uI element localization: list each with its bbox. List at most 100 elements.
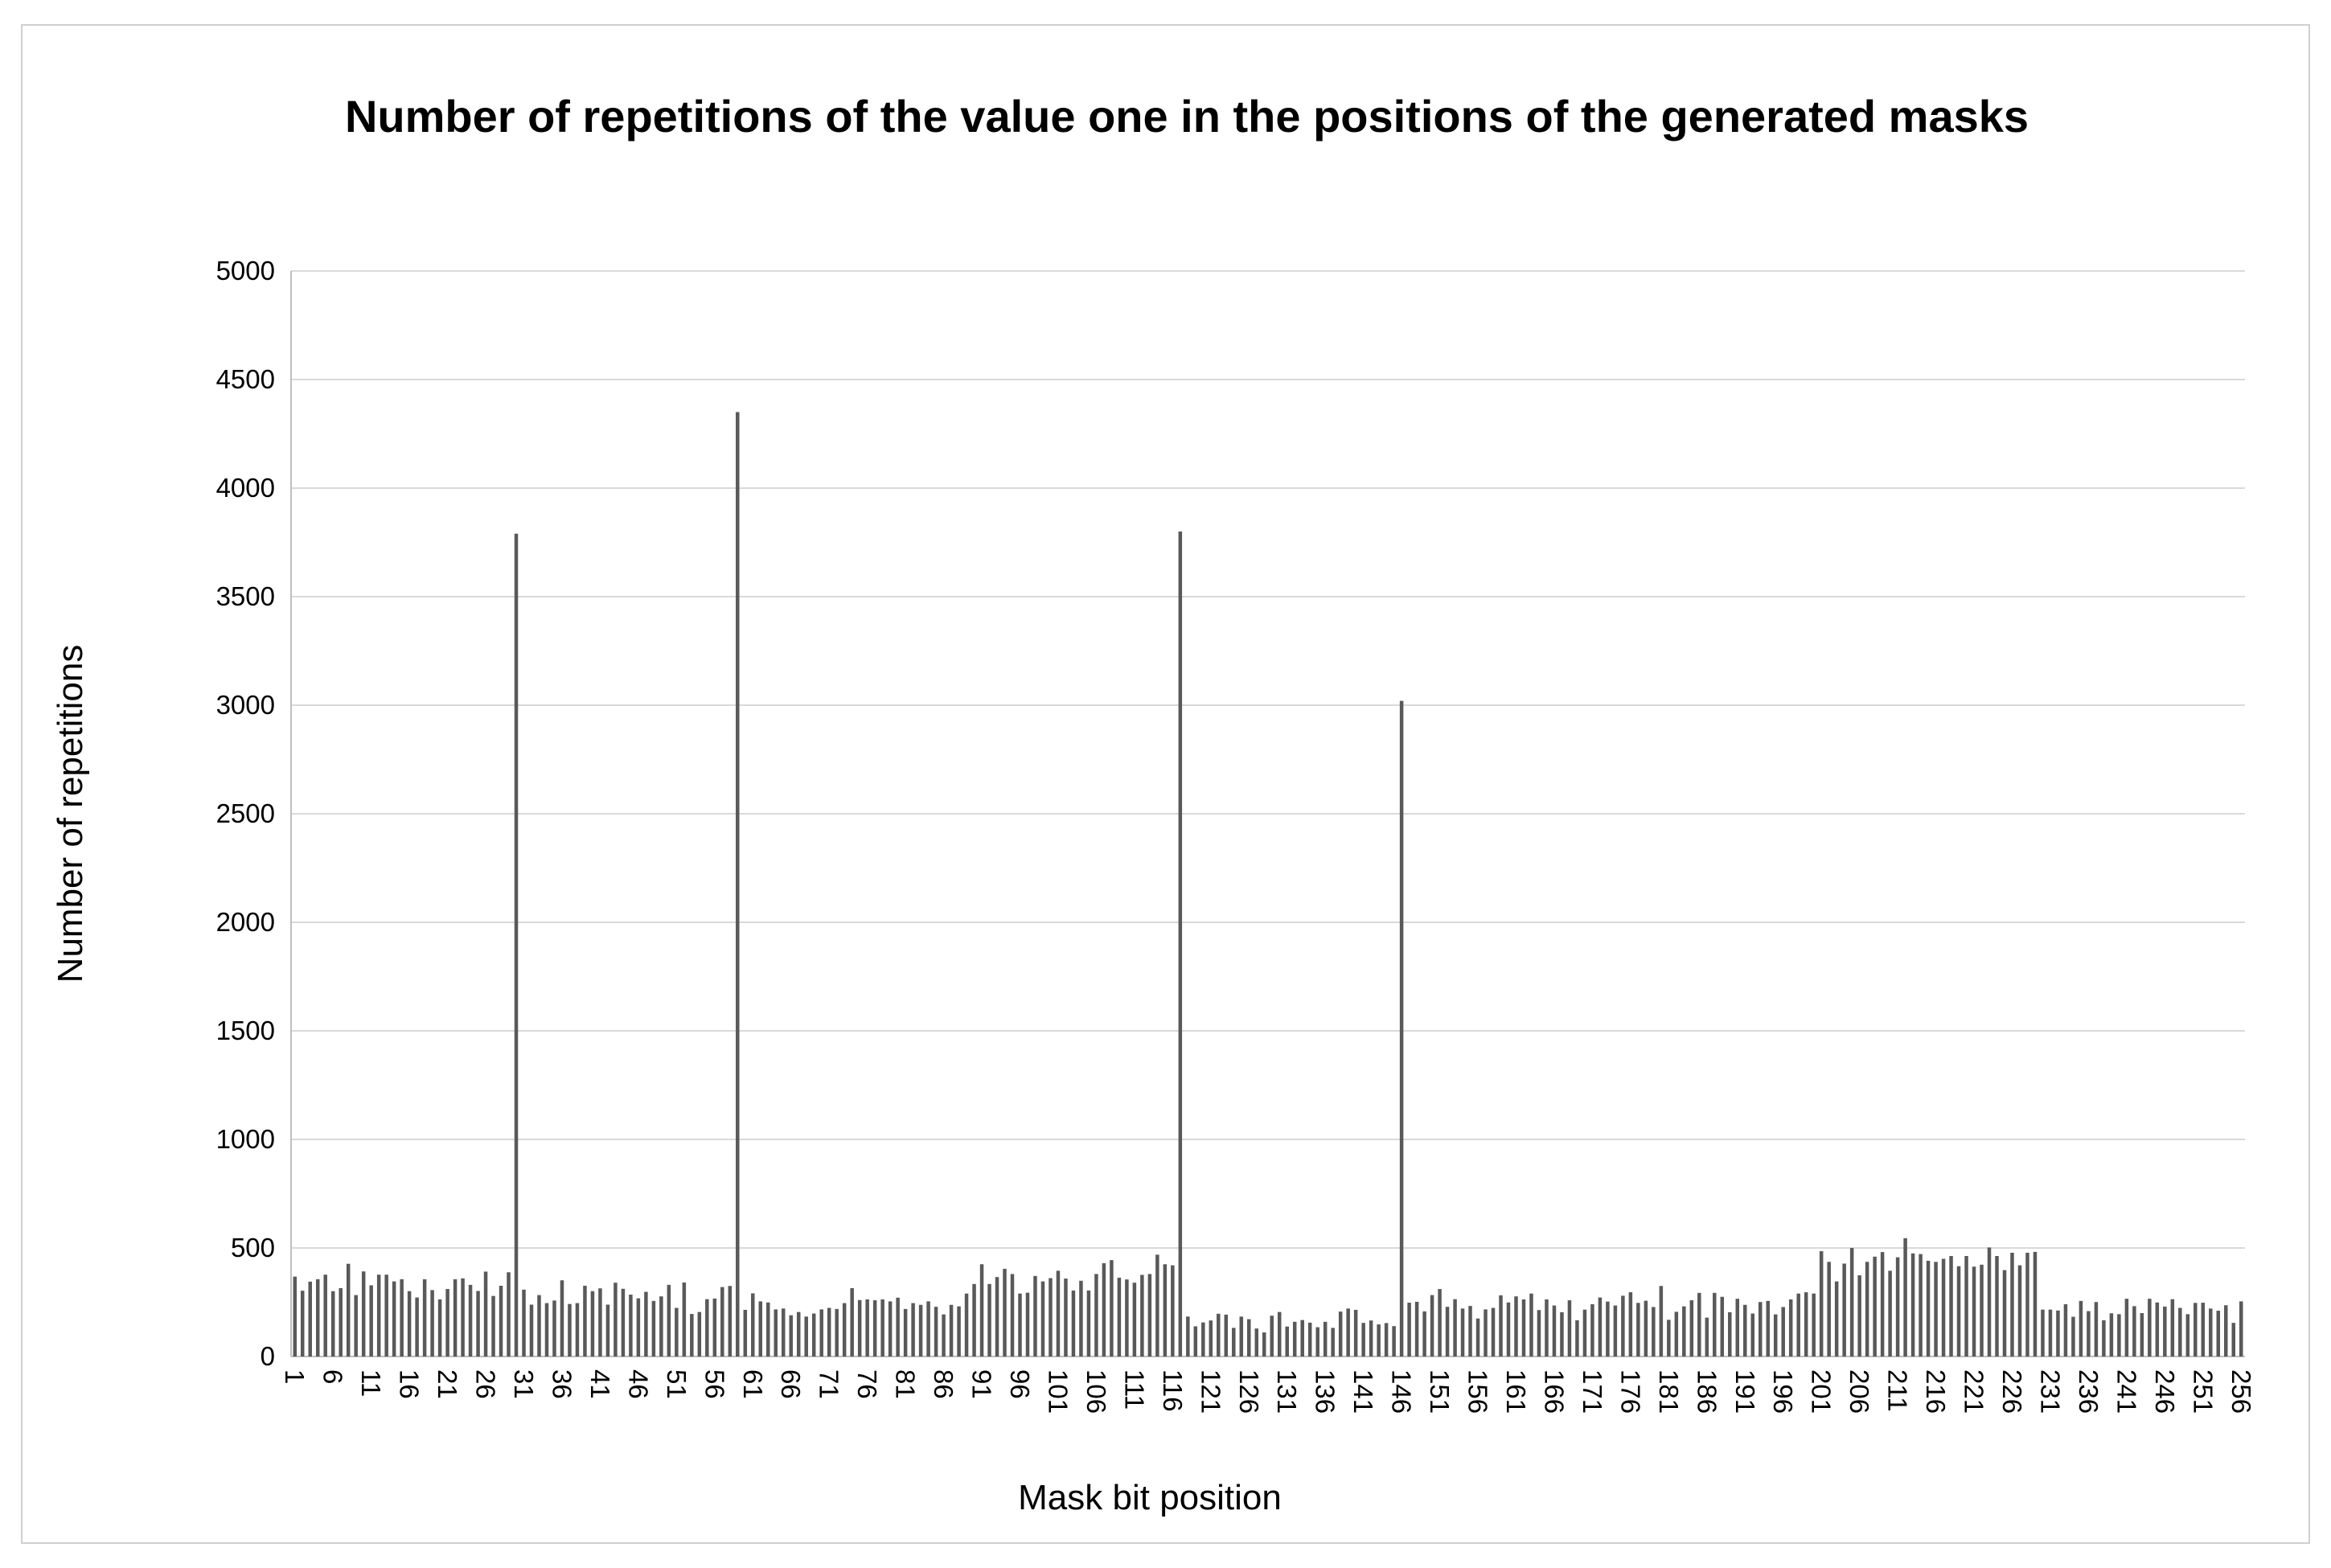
bar: [1361, 1323, 1365, 1357]
x-tick-label: 136: [1311, 1369, 1340, 1414]
bar: [568, 1303, 572, 1357]
x-tick-label: 126: [1234, 1369, 1264, 1414]
bar: [1254, 1328, 1259, 1357]
bar: [1300, 1320, 1304, 1357]
bar: [1865, 1262, 1869, 1357]
bar: [537, 1295, 541, 1357]
bar: [1079, 1280, 1083, 1357]
x-tick-label: 146: [1387, 1369, 1417, 1414]
x-tick-label: 86: [929, 1369, 958, 1399]
y-tick-label: 2500: [216, 798, 275, 828]
bar: [422, 1279, 427, 1357]
bar: [330, 1291, 335, 1357]
bar: [1323, 1321, 1328, 1357]
bar: [1491, 1307, 1496, 1357]
bar: [1857, 1275, 1861, 1357]
bar: [2048, 1309, 2053, 1357]
x-tick-label: 31: [509, 1369, 539, 1399]
bar: [1484, 1309, 1488, 1357]
bar: [2224, 1305, 2228, 1357]
bar: [1880, 1252, 1885, 1357]
x-tick-label: 166: [1540, 1369, 1570, 1414]
bar: [1735, 1299, 1740, 1357]
bar: [384, 1275, 388, 1357]
x-tick-label: 201: [1807, 1369, 1836, 1414]
bar: [560, 1280, 564, 1357]
x-tick-label: 51: [662, 1369, 692, 1399]
bar: [2148, 1299, 2152, 1357]
bar: [1377, 1324, 1381, 1357]
bar: [2017, 1265, 2022, 1357]
bar: [1369, 1320, 1373, 1357]
bar: [1903, 1238, 1907, 1357]
bar: [1628, 1292, 1633, 1357]
bar: [483, 1271, 488, 1357]
bar: [651, 1300, 656, 1357]
bar: [1209, 1320, 1213, 1357]
bar: [1178, 532, 1183, 1357]
bar: [942, 1314, 946, 1357]
bar: [491, 1295, 495, 1357]
bar: [621, 1288, 626, 1357]
x-tick-label: 111: [1119, 1369, 1149, 1410]
bar: [1270, 1316, 1274, 1357]
bar: [2178, 1307, 2182, 1357]
bar: [644, 1291, 648, 1357]
bar: [1545, 1299, 1549, 1357]
bar: [2163, 1306, 2167, 1357]
bar: [605, 1304, 610, 1357]
bar: [1407, 1303, 1411, 1357]
bar: [1659, 1286, 1664, 1357]
y-tick-label: 3500: [216, 581, 275, 611]
bar: [1217, 1313, 1221, 1357]
bar: [1071, 1290, 1076, 1357]
bar: [1414, 1301, 1419, 1357]
bar: [2041, 1309, 2045, 1357]
bar: [346, 1263, 351, 1357]
bar: [1590, 1303, 1594, 1357]
bar: [1606, 1301, 1610, 1357]
bar: [1292, 1321, 1297, 1357]
bar: [1117, 1277, 1122, 1357]
x-tick-label: 186: [1692, 1369, 1722, 1414]
bar: [1163, 1264, 1168, 1357]
bar: [2117, 1314, 2121, 1357]
bar: [1445, 1307, 1450, 1357]
bar: [476, 1291, 480, 1357]
bar: [1430, 1295, 1434, 1357]
bar: [1247, 1319, 1251, 1357]
x-tick-label: 161: [1501, 1369, 1531, 1414]
bar: [1033, 1275, 1037, 1357]
bar: [2201, 1303, 2206, 1357]
bar: [415, 1297, 419, 1357]
bar: [461, 1278, 465, 1357]
y-tick-label: 0: [261, 1341, 275, 1371]
x-tick-label: 1: [280, 1369, 310, 1384]
bar: [1941, 1258, 1946, 1357]
bar: [1743, 1304, 1747, 1357]
bar: [1010, 1274, 1015, 1357]
bar: [1796, 1293, 1800, 1357]
x-tick-label: 176: [1615, 1369, 1645, 1414]
x-tick-label: 156: [1463, 1369, 1493, 1414]
bar: [850, 1287, 854, 1357]
bar: [614, 1283, 618, 1357]
bar: [1987, 1247, 1992, 1357]
bar: [987, 1283, 991, 1357]
bar: [1460, 1308, 1465, 1357]
bar: [1652, 1307, 1656, 1357]
y-tick-label: 1000: [216, 1124, 275, 1154]
bar: [376, 1275, 381, 1357]
bar: [2124, 1299, 2129, 1357]
x-tick-label: 71: [815, 1369, 844, 1399]
bar: [888, 1301, 893, 1357]
bar: [690, 1314, 694, 1357]
bar: [751, 1293, 755, 1357]
bar: [1788, 1299, 1793, 1357]
bar: [766, 1302, 770, 1357]
bar: [659, 1296, 663, 1357]
bar: [1422, 1311, 1426, 1357]
bar: [1186, 1316, 1190, 1357]
